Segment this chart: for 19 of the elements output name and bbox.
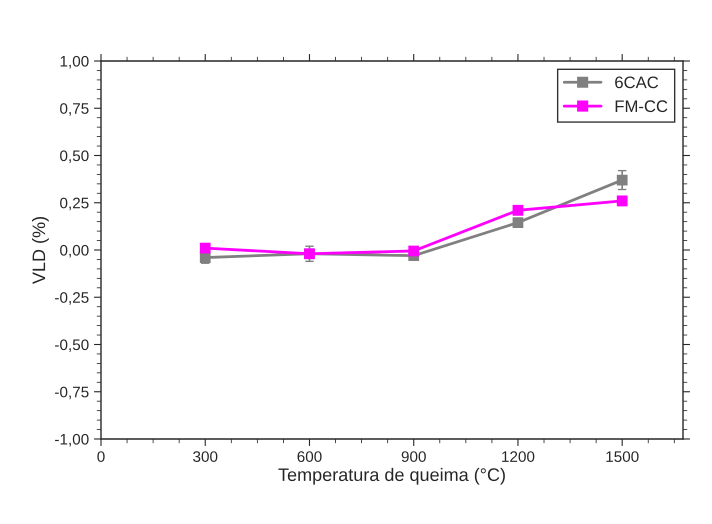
x-axis-title: Temperatura de queima (°C) (278, 468, 505, 485)
y-tick-label: 0,25 (60, 198, 89, 210)
x-tick-label: 900 (402, 451, 426, 462)
x-tick-label: 1200 (502, 451, 534, 462)
x-tick-label: 300 (193, 451, 218, 462)
x-tick-label: 1500 (606, 451, 639, 462)
legend-label: FM-CC (616, 100, 668, 112)
legend-label: 6CAC (615, 76, 658, 88)
x-tick-label: 0 (97, 451, 105, 462)
x-tick-label: 600 (298, 451, 322, 462)
y-tick-label: -0,25 (55, 292, 89, 305)
y-axis-title: VLD (%) (32, 217, 49, 284)
y-tick-label: 0,75 (60, 103, 89, 116)
y-tick-label: -1,00 (55, 434, 89, 446)
y-tick-label: -0,50 (55, 339, 89, 352)
y-tick-label: 1,00 (60, 56, 89, 68)
y-tick-label: -0,75 (55, 386, 89, 400)
y-tick-label: 0,00 (60, 244, 89, 258)
y-tick-label: 0,50 (60, 150, 89, 163)
